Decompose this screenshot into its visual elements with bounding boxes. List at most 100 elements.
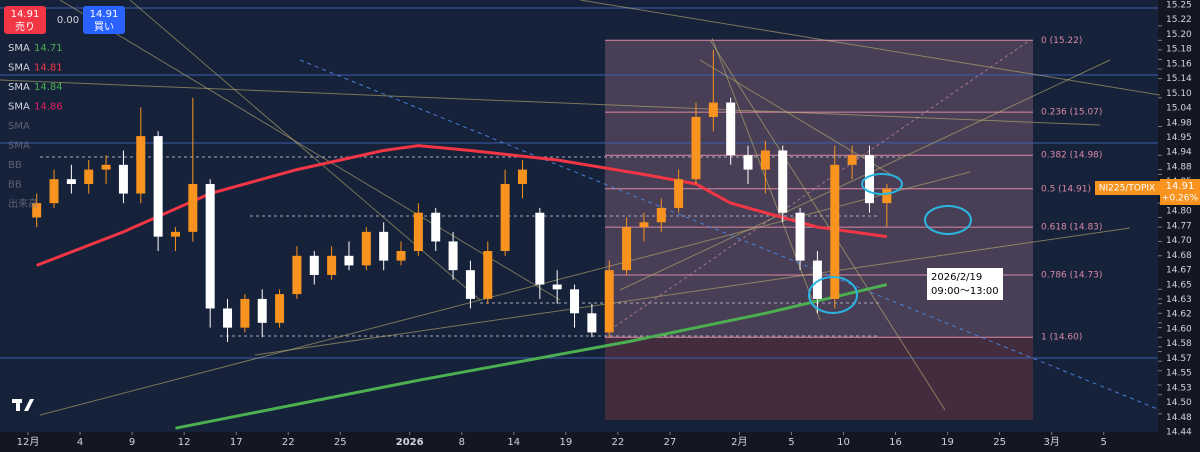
annotation-text: 2026/2/19: [931, 272, 982, 283]
legend-value: 14.84: [34, 82, 63, 93]
y-tick-label: 14.50: [1166, 398, 1192, 408]
x-tick-label: 3月: [1043, 436, 1059, 448]
y-tick-label: 15.04: [1166, 104, 1192, 114]
body: [587, 313, 597, 333]
annotation: 2026/2/19 09:00〜13:00: [927, 268, 1003, 300]
buy-button[interactable]: [83, 6, 125, 34]
body: [604, 270, 614, 333]
body: [136, 136, 146, 194]
sma-line: [175, 283, 888, 430]
hidden-indicator: BB: [8, 180, 22, 191]
x-tick-label: 22: [612, 437, 625, 448]
fib-retracement: 0 (15.22) 0.236 (15.07) 0.382 (14.98) 0.5 (…: [605, 36, 1102, 420]
body: [622, 227, 632, 271]
circle: [861, 173, 903, 195]
highlights: [808, 173, 972, 314]
x-tick-label: 10: [837, 437, 850, 448]
y-tick-label: 14.55: [1166, 369, 1192, 379]
x-axis: 12月 4 9 12 17 22 25 2026 8 14 19 22 27 2月 5 10 16 19 25 3月 5: [17, 432, 1107, 448]
fib-extension: [605, 337, 1033, 420]
x-tick-label: 12: [178, 437, 191, 448]
fib-diagonal: [609, 39, 1031, 331]
annotation-box: [927, 268, 1003, 300]
trend-line: [59, 0, 561, 301]
body: [778, 150, 788, 213]
y-tick-label: 14.58: [1166, 339, 1192, 349]
body: [327, 255, 337, 275]
body: [691, 116, 701, 180]
circle: [924, 205, 972, 235]
trend-line: [39, 171, 971, 416]
body: [500, 183, 510, 252]
y-tick-label: 15.16: [1166, 59, 1192, 69]
symbol: NI225/TOPIX: [1099, 184, 1155, 194]
x-tick-label: 5: [788, 437, 794, 448]
price-badge: NI225/TOPIX 14.91 +0.26%: [1095, 179, 1200, 205]
body: [379, 231, 389, 261]
legend-value: 14.81: [34, 63, 63, 74]
x-tick-label: 14: [507, 437, 520, 448]
body: [153, 136, 163, 237]
y-tick-label: 14.67: [1166, 266, 1192, 276]
body: [795, 212, 805, 261]
body: [743, 155, 753, 170]
y-tick-label: 14.80: [1166, 207, 1192, 217]
buy-price: 14.91: [90, 9, 119, 20]
fib-label: 0.5 (14.91): [1041, 184, 1091, 194]
logo-part: [16, 399, 20, 411]
x-tick-label: 25: [334, 437, 347, 448]
y-tick-label: 14.95: [1166, 133, 1192, 143]
y-tick-label: 15.18: [1166, 45, 1192, 55]
y-tick-label: 14.70: [1166, 236, 1192, 246]
y-tick-label: 15.14: [1166, 74, 1192, 84]
y-tick-label: 15.10: [1166, 89, 1192, 99]
x-tick-label: 25: [993, 437, 1006, 448]
x-tick-label: 17: [230, 437, 243, 448]
legend-value: 14.86: [34, 102, 63, 113]
legend-name: SMA: [8, 63, 30, 74]
legend: SMA 14.71 SMA 14.81 SMA 14.84 SMA 14.86 SMA SMA BB…: [8, 43, 63, 210]
body: [309, 255, 319, 275]
y-tick-label: 14.68: [1166, 251, 1192, 261]
x-tick-label: 16: [889, 437, 902, 448]
trend-line: [254, 227, 1131, 356]
y-tick-label: 14.94: [1166, 148, 1192, 158]
fib-label: 1 (14.60): [1041, 333, 1082, 343]
legend-name: SMA: [8, 43, 30, 54]
body: [726, 102, 736, 156]
y-tick-label: 14.88: [1166, 162, 1192, 172]
body: [431, 212, 441, 242]
x-tick-label: 19: [559, 437, 572, 448]
body: [448, 241, 458, 271]
y-tick-label: 15.25: [1166, 1, 1192, 11]
body: [275, 294, 285, 323]
body: [483, 251, 493, 299]
last-badge: [1160, 179, 1200, 205]
legend-value: 14.71: [34, 43, 63, 54]
legend-name: SMA: [8, 82, 30, 93]
y-tick-label: 14.60: [1166, 324, 1192, 334]
x-tick-label: 5: [1101, 437, 1107, 448]
body: [552, 284, 562, 290]
sell-button[interactable]: [4, 6, 46, 34]
body: [188, 183, 198, 232]
logo-part: [24, 399, 34, 411]
body: [240, 298, 250, 328]
body: [656, 207, 666, 223]
x-tick-label: 2月: [731, 436, 747, 448]
body: [517, 169, 527, 184]
order-buttons: 14.91 売り 0.00 14.91 買い: [4, 6, 125, 34]
body: [708, 102, 718, 117]
circle: [808, 276, 858, 314]
body: [847, 155, 857, 165]
body: [830, 164, 840, 299]
fib-label: 0.382 (14.98): [1041, 151, 1102, 161]
spread: 0.00: [57, 15, 79, 26]
fib-label: 0.786 (14.73): [1041, 270, 1102, 280]
symbol-badge: [1095, 181, 1160, 195]
y-tick-label: 14.53: [1166, 383, 1192, 393]
body: [812, 260, 822, 299]
body: [223, 308, 233, 328]
body: [66, 179, 76, 184]
